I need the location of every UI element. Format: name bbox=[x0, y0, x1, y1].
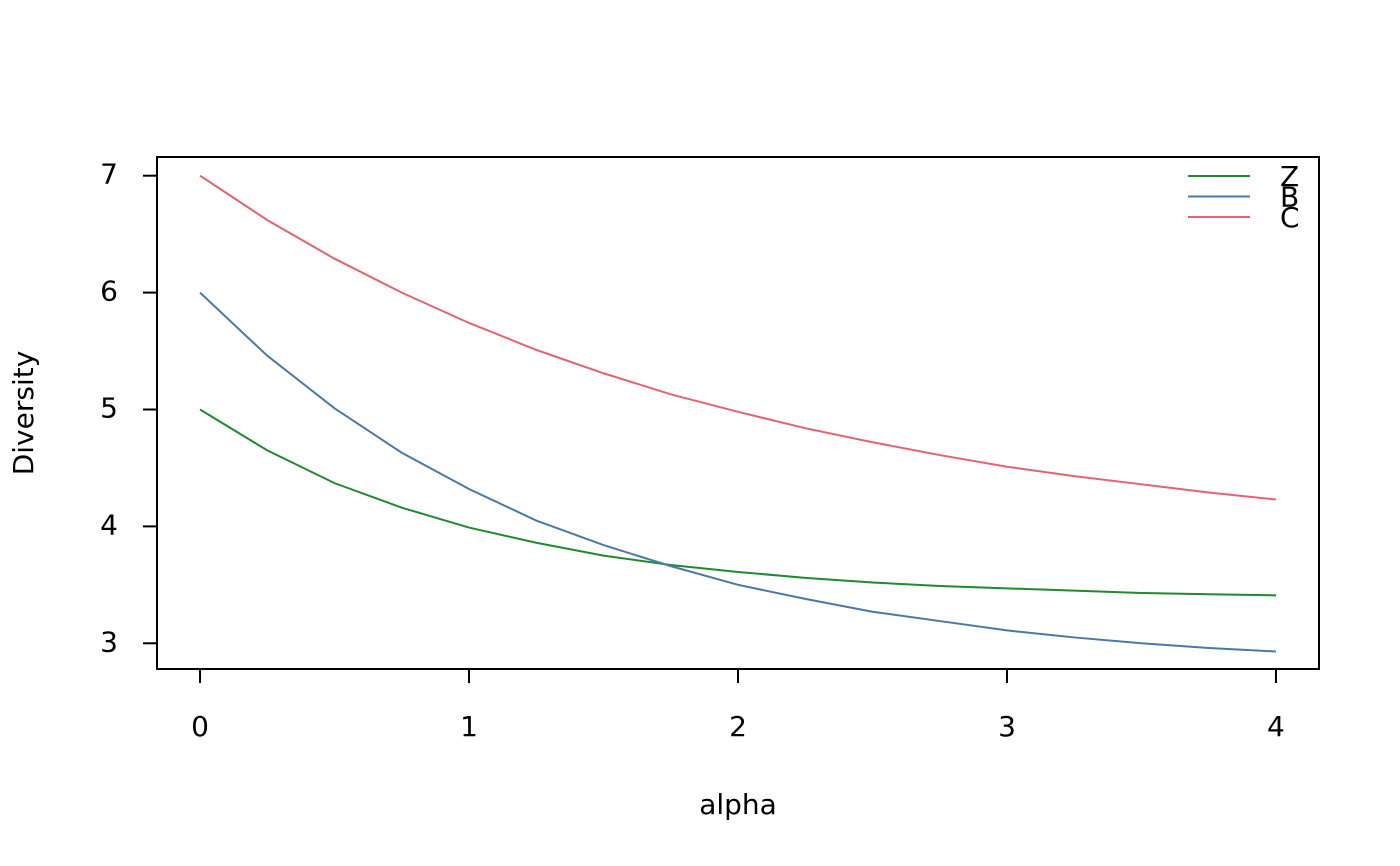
y-tick-label: 5 bbox=[100, 391, 118, 424]
x-tick-label: 3 bbox=[998, 710, 1016, 743]
legend-label: C bbox=[1280, 201, 1300, 234]
x-tick-label: 4 bbox=[1267, 710, 1285, 743]
x-tick-label: 1 bbox=[460, 710, 478, 743]
x-tick-label: 0 bbox=[191, 710, 209, 743]
y-tick-label: 4 bbox=[100, 508, 118, 541]
series-line bbox=[199, 408, 1276, 597]
x-axis-label: alpha bbox=[699, 788, 777, 821]
y-tick-label: 3 bbox=[100, 625, 118, 658]
y-axis-label: Diversity bbox=[7, 351, 40, 476]
legend-label: Z bbox=[1280, 160, 1299, 193]
legend-label: B bbox=[1280, 181, 1299, 214]
series-line bbox=[199, 174, 1277, 501]
series-line bbox=[199, 291, 1277, 653]
y-tick-label: 6 bbox=[100, 275, 118, 308]
x-tick-label: 2 bbox=[729, 710, 747, 743]
y-tick-label: 7 bbox=[100, 158, 118, 191]
